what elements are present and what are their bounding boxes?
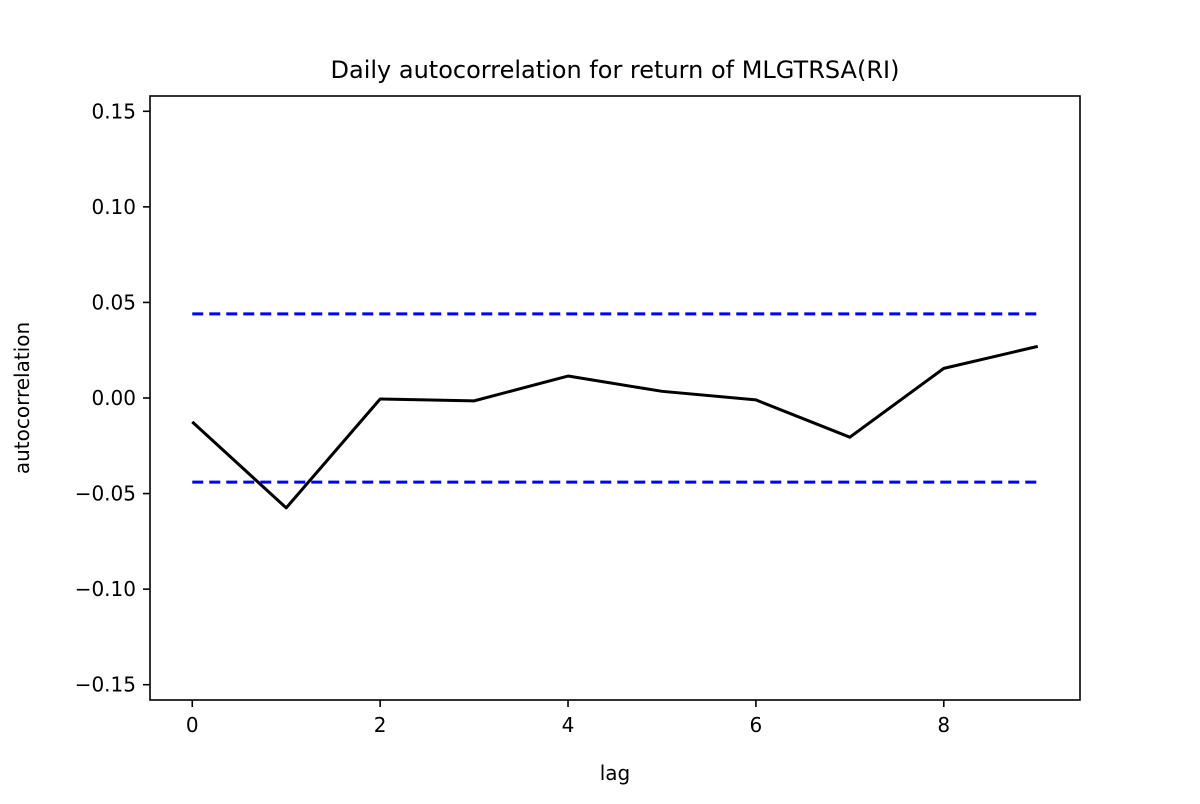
ticks-layer: 0 2 4 6 8 0.15 0.10 0.05 0.00 −0.05 −0.10 −0.15 — [75, 99, 950, 737]
y-tick-label: 0.10 — [91, 195, 136, 219]
series-layer — [191, 312, 1039, 510]
y-tick-label: 0.00 — [91, 386, 136, 410]
x-tick-label: 8 — [937, 713, 950, 737]
x-tick-label: 4 — [562, 713, 575, 737]
x-tick-label: 0 — [186, 713, 199, 737]
y-tick-label: −0.15 — [75, 673, 136, 697]
plot-area-frame — [149, 95, 1081, 701]
y-tick-label: 0.15 — [91, 99, 136, 123]
x-tick-label: 2 — [374, 713, 387, 737]
x-axis-label: lag — [600, 761, 631, 785]
autocorrelation-line — [191, 344, 1039, 510]
x-tick-label: 6 — [750, 713, 763, 737]
y-tick-label: 0.05 — [91, 290, 136, 314]
chart-title: Daily autocorrelation for return of MLGT… — [331, 56, 900, 84]
y-axis-label: autocorrelation — [10, 322, 34, 474]
y-tick-label: −0.05 — [75, 482, 136, 506]
y-tick-label: −0.10 — [75, 577, 136, 601]
